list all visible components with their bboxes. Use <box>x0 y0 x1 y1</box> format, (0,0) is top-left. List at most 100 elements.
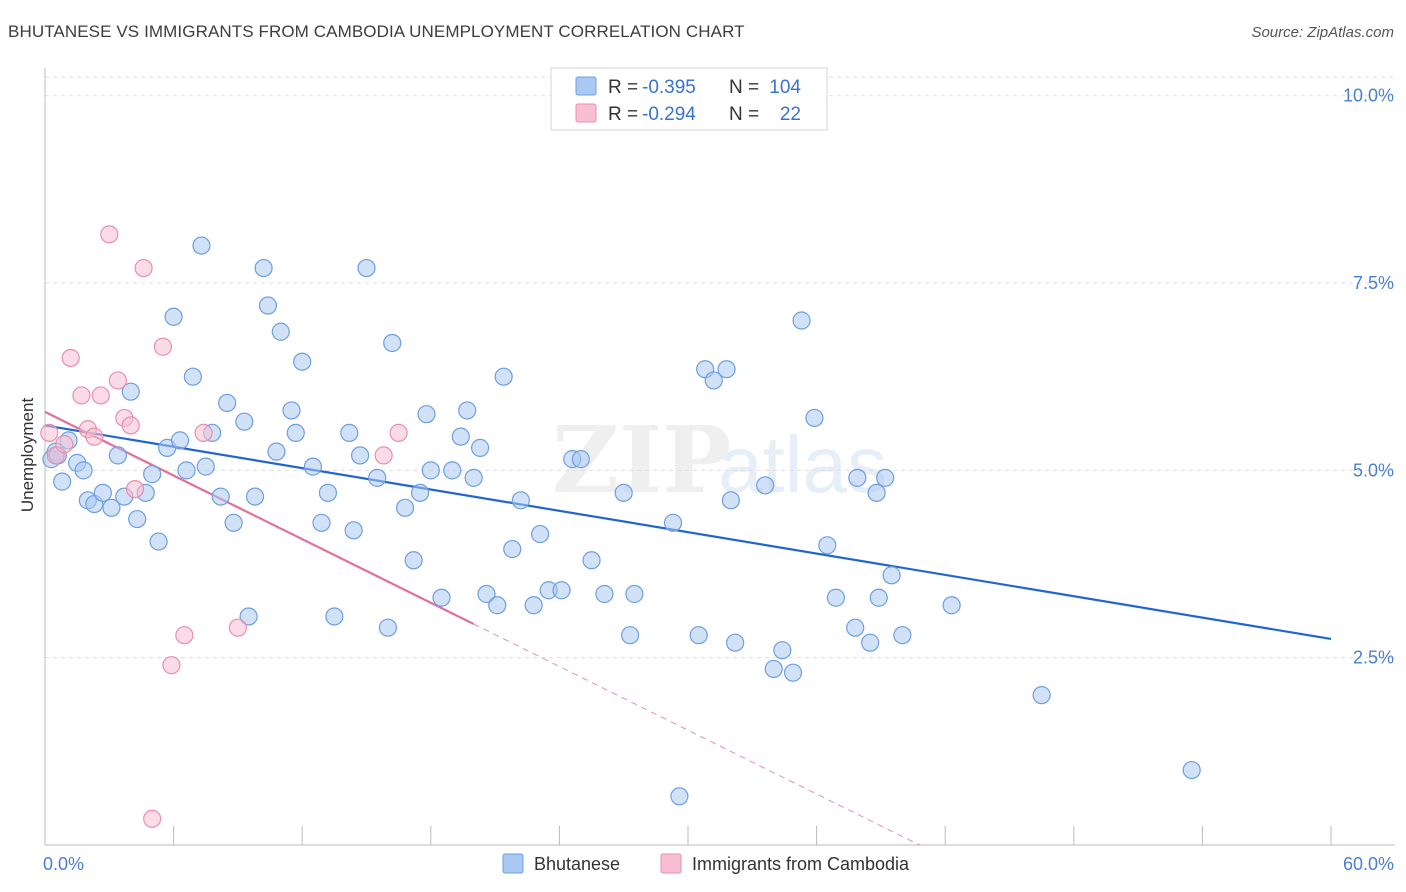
series-bhutanese <box>42 94 1201 806</box>
point-bhutanese-53 <box>417 405 436 424</box>
bottom-legend-bhutanese[interactable]: Bhutanese <box>534 854 620 874</box>
point-bhutanese-94 <box>846 618 865 637</box>
point-bhutanese-82 <box>704 371 723 390</box>
point-bhutanese-55 <box>432 588 451 607</box>
point-bhutanese-76 <box>625 584 644 604</box>
trendline-cambodia-extension <box>473 623 920 846</box>
point-bhutanese-75 <box>621 626 640 645</box>
point-cambodia-14 <box>143 809 162 828</box>
y-tick-labels: 2.5% 5.0% 7.5% 10.0% <box>1343 86 1394 668</box>
source-label: Source: ZipAtlas.com <box>1251 24 1394 41</box>
watermark: ZIP atlas <box>552 406 887 514</box>
y-tick-label-2: 7.5% <box>1353 273 1394 293</box>
bottom-legend: Bhutanese Immigrants from Cambodia <box>502 853 910 874</box>
point-bhutanese-57 <box>451 427 470 446</box>
point-cambodia-20 <box>374 446 393 465</box>
point-bhutanese-49 <box>383 333 402 353</box>
point-bhutanese-50 <box>395 498 415 517</box>
point-bhutanese-84 <box>721 491 740 510</box>
legend-r-label-1: R = <box>608 77 638 98</box>
point-bhutanese-58 <box>458 401 477 420</box>
trendline-bhutanese <box>44 424 1332 641</box>
point-bhutanese-42 <box>325 607 344 626</box>
legend-r-label-2: R = <box>608 104 638 125</box>
point-bhutanese-52 <box>410 483 430 502</box>
point-cambodia-19 <box>228 618 247 637</box>
point-bhutanese-97 <box>867 483 886 502</box>
point-cambodia-13 <box>134 258 153 278</box>
point-bhutanese-35 <box>271 322 290 341</box>
point-bhutanese-9 <box>93 483 112 502</box>
bottom-legend-swatch-bhutanese[interactable] <box>502 853 524 874</box>
point-bhutanese-29 <box>235 412 254 431</box>
point-bhutanese-32 <box>254 258 273 278</box>
trendline-cambodia <box>44 410 475 625</box>
point-bhutanese-17 <box>149 532 168 551</box>
point-bhutanese-26 <box>211 487 230 506</box>
point-bhutanese-102 <box>942 596 961 615</box>
y-tick-label-1: 5.0% <box>1353 460 1394 480</box>
point-bhutanese-3 <box>53 472 72 491</box>
legend-r-value-1: -0.395 <box>642 77 696 98</box>
point-cambodia-7 <box>91 386 110 405</box>
point-cambodia-6 <box>85 427 104 446</box>
y-axis-label: Unemployment <box>18 398 37 513</box>
legend-n-label-2: N = <box>729 104 759 125</box>
point-bhutanese-11 <box>108 446 127 465</box>
point-cambodia-0 <box>40 423 59 443</box>
bottom-legend-cambodia[interactable]: Immigrants from Cambodia <box>692 854 910 874</box>
point-cambodia-12 <box>125 479 145 499</box>
legend: R = -0.395 N = 104 R = -0.294 N = 22 <box>550 67 828 131</box>
point-bhutanese-93 <box>826 588 845 607</box>
point-cambodia-18 <box>194 423 213 443</box>
point-bhutanese-96 <box>861 633 880 652</box>
point-bhutanese-24 <box>196 457 215 476</box>
point-bhutanese-98 <box>869 588 888 607</box>
point-bhutanese-56 <box>443 461 462 480</box>
point-bhutanese-31 <box>245 487 265 506</box>
point-cambodia-9 <box>108 371 127 390</box>
point-bhutanese-83 <box>717 360 736 379</box>
point-bhutanese-21 <box>177 461 196 480</box>
point-bhutanese-104 <box>1182 760 1201 780</box>
x-tick-label-min: 0.0% <box>43 854 84 874</box>
point-bhutanese-6 <box>74 461 93 480</box>
point-bhutanese-88 <box>773 641 792 660</box>
point-bhutanese-69 <box>552 581 571 600</box>
point-cambodia-21 <box>389 423 408 443</box>
point-bhutanese-46 <box>357 258 376 278</box>
point-bhutanese-62 <box>488 596 507 615</box>
legend-r-value-2: -0.294 <box>642 104 696 125</box>
point-bhutanese-71 <box>571 450 590 469</box>
point-cambodia-4 <box>72 386 91 405</box>
x-tick-label-max: 60.0% <box>1343 854 1394 874</box>
legend-n-label-1: N = <box>729 77 759 98</box>
point-bhutanese-41 <box>318 483 338 502</box>
point-bhutanese-87 <box>764 659 783 679</box>
point-bhutanese-86 <box>756 476 775 495</box>
point-bhutanese-73 <box>595 584 614 604</box>
point-bhutanese-63 <box>494 367 513 386</box>
point-bhutanese-36 <box>282 401 301 420</box>
point-bhutanese-43 <box>340 423 359 443</box>
point-bhutanese-100 <box>882 566 901 585</box>
point-bhutanese-74 <box>614 483 633 502</box>
bottom-legend-swatch-cambodia[interactable] <box>660 853 682 874</box>
point-bhutanese-79 <box>670 787 689 806</box>
legend-swatch-cambodia <box>575 103 597 123</box>
point-bhutanese-38 <box>293 352 312 371</box>
y-tick-label-3: 10.0% <box>1343 86 1394 106</box>
point-bhutanese-10 <box>102 498 121 517</box>
point-bhutanese-19 <box>164 307 183 326</box>
point-cambodia-17 <box>175 626 194 645</box>
point-bhutanese-59 <box>464 468 483 487</box>
point-bhutanese-89 <box>783 663 803 682</box>
point-cambodia-8 <box>100 225 119 244</box>
point-bhutanese-48 <box>378 618 398 637</box>
point-bhutanese-45 <box>350 446 370 465</box>
point-bhutanese-16 <box>143 465 162 484</box>
point-bhutanese-51 <box>404 551 423 570</box>
point-bhutanese-91 <box>805 408 824 428</box>
point-bhutanese-23 <box>192 236 211 255</box>
